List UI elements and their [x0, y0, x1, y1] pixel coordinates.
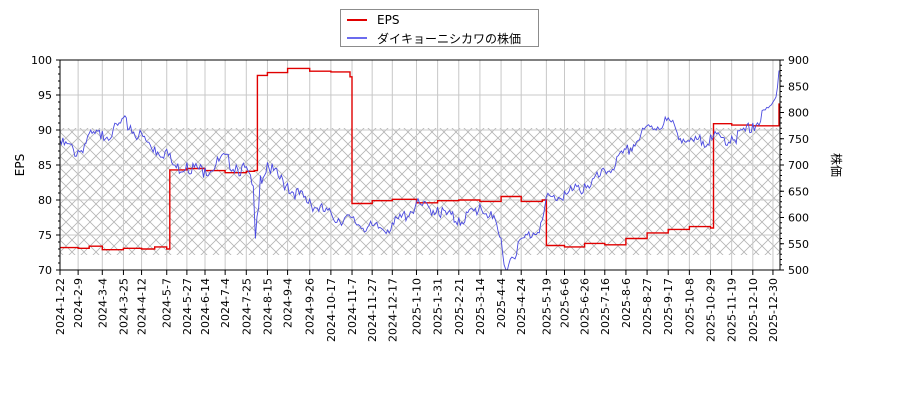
x-tick-label: 2025-10-8 — [683, 278, 696, 335]
x-tick-label: 2024-5-27 — [181, 278, 194, 335]
x-tick-label: 2024-7-4 — [219, 278, 232, 328]
x-tick-label: 2024-10-17 — [325, 278, 338, 342]
eps-line — [60, 67, 780, 251]
x-tick-label: 2024-11-27 — [366, 278, 379, 342]
left-tick-label: 75 — [38, 229, 52, 242]
price-line-swatch-icon — [347, 37, 367, 39]
right-tick-label: 850 — [788, 80, 809, 93]
x-tick-label: 2024-2-9 — [72, 278, 85, 328]
x-tick-label: 2025-9-17 — [662, 278, 675, 335]
x-tick-label: 2025-11-19 — [726, 278, 739, 342]
x-tick-label: 2025-8-6 — [620, 278, 633, 328]
left-y-axis: 70 75 80 85 90 95 100 — [31, 54, 60, 277]
x-tick-label: 2024-6-14 — [199, 278, 212, 335]
price-line — [60, 70, 780, 270]
x-tick-label: 2024-8-15 — [261, 278, 274, 335]
right-tick-label: 700 — [788, 159, 809, 172]
x-tick-label: 2025-6-6 — [559, 278, 572, 328]
left-tick-label: 90 — [38, 124, 52, 137]
shaded-band — [60, 128, 780, 255]
x-tick-label: 2025-4-24 — [515, 278, 528, 335]
x-tick-label: 2024-3-4 — [96, 278, 109, 328]
right-tick-label: 750 — [788, 133, 809, 146]
eps-line-swatch-icon — [347, 19, 367, 21]
x-tick-label: 2024-11-7 — [346, 278, 359, 335]
x-tick-label: 2025-1-31 — [432, 278, 445, 335]
right-tick-label: 800 — [788, 107, 809, 120]
legend-label-eps: EPS — [377, 13, 400, 27]
x-tick-label: 2025-12-30 — [767, 278, 780, 342]
x-tick-label: 2025-3-14 — [474, 278, 487, 335]
right-tick-label: 550 — [788, 238, 809, 251]
left-tick-label: 80 — [38, 194, 52, 207]
x-tick-label: 2024-5-7 — [161, 278, 174, 328]
x-tick-label: 2025-2-21 — [453, 278, 466, 335]
x-tick-label: 2025-7-16 — [599, 278, 612, 335]
x-tick-label: 2025-1-10 — [410, 278, 423, 335]
left-tick-label: 85 — [38, 159, 52, 172]
left-tick-label: 95 — [38, 89, 52, 102]
x-tick-label: 2024-7-25 — [240, 278, 253, 335]
series-layer — [60, 67, 780, 270]
legend: EPS ダイキョーニシカワの株価 — [340, 9, 539, 47]
left-axis-title: EPS — [13, 154, 27, 176]
x-tick-label: 2024-4-12 — [136, 278, 149, 335]
x-tick-label: 2024-9-4 — [282, 278, 295, 328]
x-tick-label: 2025-10-29 — [705, 278, 718, 342]
x-tick-label: 2025-6-26 — [579, 278, 592, 335]
right-y-axis: 500 550 600 650 700 750 800 850 900 — [780, 54, 809, 277]
right-tick-label: 650 — [788, 185, 809, 198]
left-tick-label: 70 — [38, 264, 52, 277]
x-tick-label: 2025-5-19 — [540, 278, 553, 335]
x-tick-label: 2024-12-17 — [386, 278, 399, 342]
left-tick-label: 100 — [31, 54, 52, 67]
x-tick-label: 2024-9-26 — [304, 278, 317, 335]
right-axis-title: 株価 — [829, 153, 844, 177]
x-tick-label: 2024-1-22 — [54, 278, 67, 335]
x-tick-label: 2024-3-25 — [117, 278, 130, 335]
right-tick-label: 600 — [788, 212, 809, 225]
right-tick-label: 900 — [788, 54, 809, 67]
x-axis: 2024-1-22 2024-2-9 2024-3-4 2024-3-25 2024-4… — [54, 270, 780, 342]
x-tick-label: 2025-4-4 — [495, 278, 508, 328]
legend-item-price: ダイキョーニシカワの株価 — [347, 30, 521, 46]
x-tick-label: 2025-8-27 — [641, 278, 654, 335]
legend-item-eps: EPS — [347, 12, 399, 28]
right-tick-label: 500 — [788, 264, 809, 277]
x-tick-label: 2025-12-10 — [747, 278, 760, 342]
legend-label-price: ダイキョーニシカワの株価 — [377, 31, 522, 46]
